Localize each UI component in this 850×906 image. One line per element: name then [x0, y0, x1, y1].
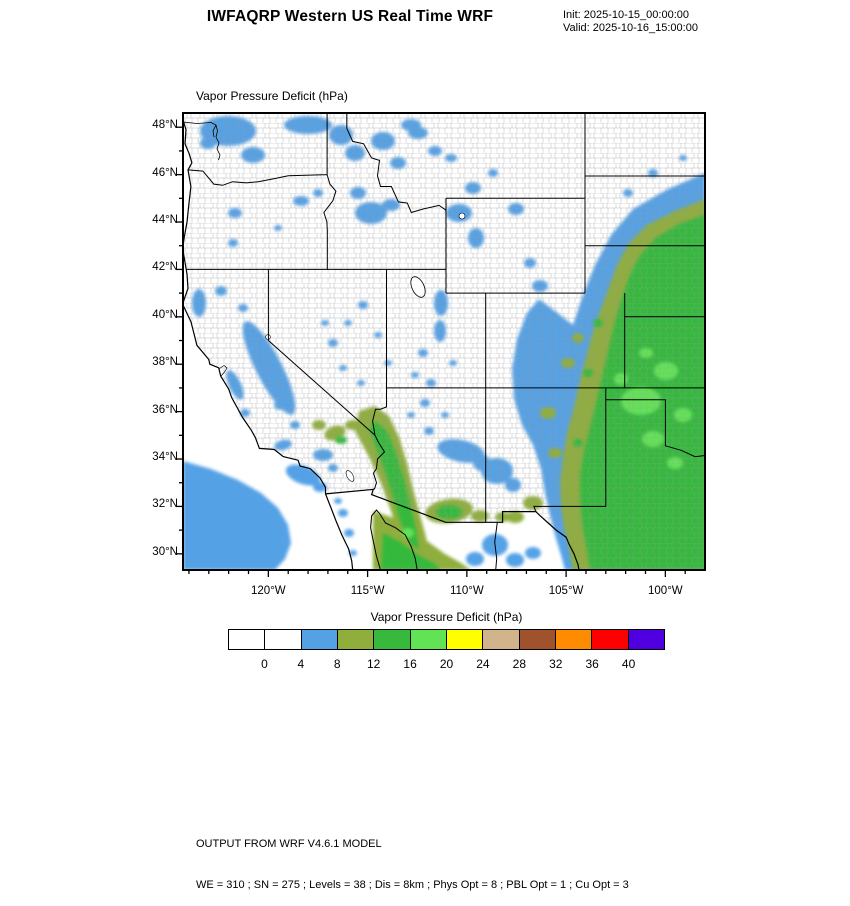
pacific-coastline: [182, 119, 354, 571]
lat-tick-label: 44°N: [152, 214, 178, 227]
colorbar-tick-label: 4: [297, 657, 305, 671]
init-timestamp: Init: 2025-10-15_00:00:00: [563, 9, 689, 21]
lat-tick-label: 46°N: [152, 166, 178, 179]
lat-tick-label: 38°N: [152, 356, 178, 369]
state-borders: [186, 113, 706, 571]
lat-tick-label: 42°N: [152, 261, 178, 274]
gulf-of-california-coastline: [370, 509, 418, 571]
san-francisco-bay: [219, 365, 228, 377]
colorbar-tick-label: 8: [333, 657, 341, 671]
yellowstone-lake: [458, 212, 466, 220]
great-salt-lake: [410, 276, 426, 298]
colorbar-cell: [373, 629, 411, 650]
colorbar-cell: [336, 629, 375, 650]
colorbar-tick-label: 20: [439, 657, 454, 671]
us-mexico-border: [325, 488, 580, 571]
lat-tick-label: 30°N: [152, 545, 178, 558]
lakes: [265, 212, 466, 482]
axis-tick-marks: [176, 126, 686, 577]
lon-tick-label: 110°W: [449, 585, 484, 597]
footer-config-line: WE = 310 ; SN = 275 ; Levels = 38 ; Dis …: [196, 878, 629, 891]
county-grid: [183, 113, 705, 570]
lon-tick-label: 105°W: [548, 585, 584, 597]
boundaries: [182, 113, 706, 571]
colorbar-tick-label: 16: [403, 657, 417, 671]
vpd-blob-ocean: [183, 461, 291, 570]
vpd-shading: [183, 113, 705, 570]
colorbar-cell: [445, 629, 484, 650]
colorbar-tick-label: 40: [621, 657, 636, 671]
footer: OUTPUT FROM WRF V4.6.1 MODEL WE = 310 ; …: [196, 811, 629, 906]
page-title: IWFAQRP Western US Real Time WRF: [206, 8, 494, 25]
lon-tick-label: 120°W: [251, 585, 286, 597]
colorbar-cell: [228, 629, 266, 650]
footer-model-line: OUTPUT FROM WRF V4.6.1 MODEL: [196, 838, 382, 850]
lat-tick-label: 34°N: [152, 451, 178, 464]
colorbar-cell: [300, 629, 338, 650]
wrf-plot-page: { "header": { "title": "IWFAQRP Western …: [152, 8, 706, 891]
valid-timestamp: Valid: 2025-10-16_15:00:00: [563, 22, 698, 34]
colorbar-cell: [518, 629, 556, 650]
lon-tick-label: 115°W: [350, 585, 385, 597]
map-canvas: [176, 112, 706, 577]
colorbar-tick-label: 24: [476, 657, 490, 671]
lat-tick-label: 48°N: [152, 119, 178, 132]
colorbar-cell: [554, 629, 593, 650]
lat-tick-label: 32°N: [152, 498, 178, 511]
colorbar-tick-label: 36: [585, 657, 599, 671]
lat-tick-label: 40°N: [152, 308, 178, 321]
lat-tick-label: 36°N: [152, 403, 178, 416]
salton-sea: [345, 470, 355, 482]
puget-sound: [182, 121, 221, 161]
colorbar-tick-label: 32: [549, 657, 563, 671]
colorbar-labels: 0 4 8 12 16 20 24 28 32 36 40: [228, 657, 665, 671]
colorbar-cell: [591, 629, 629, 650]
colorbar-cell: [264, 629, 302, 650]
vpd-blob-sonora-green: [381, 533, 441, 570]
field-label: Vapor Pressure Deficit (hPa): [196, 89, 348, 103]
colorbar-tick-label: 12: [366, 657, 381, 671]
colorbar-cells: [228, 629, 665, 650]
colorbar-tick-label: 0: [261, 657, 268, 671]
colorbar-title: Vapor Pressure Deficit (hPa): [370, 610, 523, 624]
colorbar-cell: [627, 629, 665, 650]
colorbar-cell: [482, 629, 520, 650]
colorbar-tick-label: 28: [512, 657, 527, 671]
run-timestamps: Init: 2025-10-15_00:00:00 Valid: 2025-10…: [563, 9, 698, 35]
colorbar-cell: [409, 629, 447, 650]
lon-tick-label: 100°W: [648, 585, 683, 597]
map-frame: [182, 112, 706, 571]
